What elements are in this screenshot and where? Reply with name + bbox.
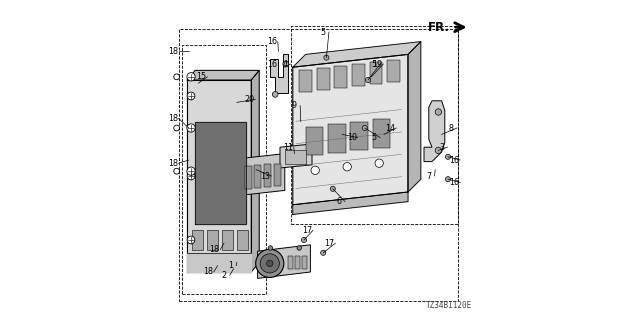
Text: 9: 9 bbox=[292, 101, 297, 110]
Circle shape bbox=[324, 55, 329, 60]
Circle shape bbox=[311, 166, 319, 174]
Text: 15: 15 bbox=[196, 72, 207, 81]
Text: 4: 4 bbox=[282, 60, 287, 68]
Circle shape bbox=[362, 125, 367, 131]
Circle shape bbox=[283, 61, 289, 67]
Text: 16: 16 bbox=[267, 60, 277, 68]
Text: 5: 5 bbox=[372, 133, 377, 142]
Circle shape bbox=[445, 154, 451, 159]
Circle shape bbox=[435, 109, 442, 115]
Text: 16: 16 bbox=[449, 156, 460, 164]
Bar bbox=[352, 64, 365, 86]
Bar bbox=[302, 256, 307, 269]
Circle shape bbox=[321, 250, 326, 255]
Bar bbox=[255, 165, 262, 188]
Text: 3: 3 bbox=[439, 143, 444, 152]
Bar bbox=[207, 230, 218, 250]
Bar bbox=[300, 70, 312, 92]
Polygon shape bbox=[292, 42, 421, 67]
Bar bbox=[334, 66, 347, 88]
Circle shape bbox=[297, 246, 301, 250]
Text: 6: 6 bbox=[337, 197, 342, 206]
Bar bbox=[306, 127, 323, 156]
Bar bbox=[264, 164, 271, 187]
Polygon shape bbox=[187, 80, 252, 272]
Bar bbox=[182, 45, 266, 294]
Circle shape bbox=[330, 186, 335, 191]
Bar bbox=[245, 166, 252, 189]
Circle shape bbox=[187, 92, 195, 100]
Circle shape bbox=[187, 167, 195, 175]
Polygon shape bbox=[280, 144, 312, 168]
Text: 16: 16 bbox=[267, 37, 277, 46]
Bar bbox=[351, 122, 368, 150]
Circle shape bbox=[256, 249, 284, 277]
Circle shape bbox=[187, 236, 195, 244]
Polygon shape bbox=[252, 70, 259, 272]
Polygon shape bbox=[187, 253, 252, 272]
Text: 20: 20 bbox=[244, 95, 255, 104]
Text: 10: 10 bbox=[347, 133, 357, 142]
Polygon shape bbox=[424, 101, 445, 162]
Bar bbox=[274, 164, 281, 186]
Text: 7: 7 bbox=[426, 172, 431, 180]
Text: 11: 11 bbox=[283, 143, 293, 152]
Text: 18: 18 bbox=[209, 245, 220, 254]
Text: 14: 14 bbox=[385, 124, 396, 132]
Bar bbox=[372, 119, 390, 148]
Text: 1: 1 bbox=[228, 261, 233, 270]
Text: 17: 17 bbox=[324, 239, 335, 248]
Circle shape bbox=[365, 77, 371, 83]
Polygon shape bbox=[408, 42, 421, 192]
Text: 5: 5 bbox=[321, 28, 326, 36]
Polygon shape bbox=[187, 70, 259, 80]
Circle shape bbox=[435, 147, 442, 154]
Text: 5: 5 bbox=[372, 60, 377, 68]
Bar bbox=[237, 230, 248, 250]
Circle shape bbox=[267, 260, 273, 267]
Polygon shape bbox=[292, 54, 408, 205]
Polygon shape bbox=[195, 122, 246, 224]
Text: 18: 18 bbox=[168, 159, 178, 168]
Bar bbox=[179, 29, 458, 301]
Bar bbox=[192, 230, 204, 250]
Bar bbox=[328, 124, 346, 153]
Text: 18: 18 bbox=[203, 268, 213, 276]
Circle shape bbox=[273, 92, 278, 97]
Circle shape bbox=[268, 246, 273, 250]
Bar bbox=[222, 230, 233, 250]
Circle shape bbox=[445, 177, 451, 182]
Text: 16: 16 bbox=[449, 178, 460, 187]
Bar bbox=[295, 256, 300, 269]
Polygon shape bbox=[242, 154, 285, 195]
Circle shape bbox=[187, 124, 195, 132]
Polygon shape bbox=[270, 54, 288, 93]
Text: 19: 19 bbox=[372, 60, 383, 68]
Circle shape bbox=[301, 237, 307, 243]
Circle shape bbox=[187, 73, 195, 81]
Bar bbox=[285, 150, 306, 164]
Bar bbox=[317, 68, 330, 90]
Text: 18: 18 bbox=[168, 47, 178, 56]
Circle shape bbox=[187, 172, 195, 180]
Circle shape bbox=[260, 254, 280, 273]
Text: TZ34B1120E: TZ34B1120E bbox=[426, 301, 472, 310]
Bar bbox=[288, 256, 293, 269]
Circle shape bbox=[343, 163, 351, 171]
Bar bbox=[370, 62, 383, 84]
Text: 18: 18 bbox=[168, 114, 178, 123]
Text: 8: 8 bbox=[449, 124, 454, 132]
Text: 13: 13 bbox=[260, 172, 271, 180]
Text: 17: 17 bbox=[302, 226, 312, 235]
Bar bbox=[387, 60, 400, 82]
Text: 2: 2 bbox=[221, 271, 227, 280]
Bar bbox=[291, 26, 458, 224]
Text: FR.: FR. bbox=[428, 21, 450, 34]
Polygon shape bbox=[292, 192, 408, 214]
Circle shape bbox=[375, 159, 383, 167]
Polygon shape bbox=[258, 245, 310, 278]
